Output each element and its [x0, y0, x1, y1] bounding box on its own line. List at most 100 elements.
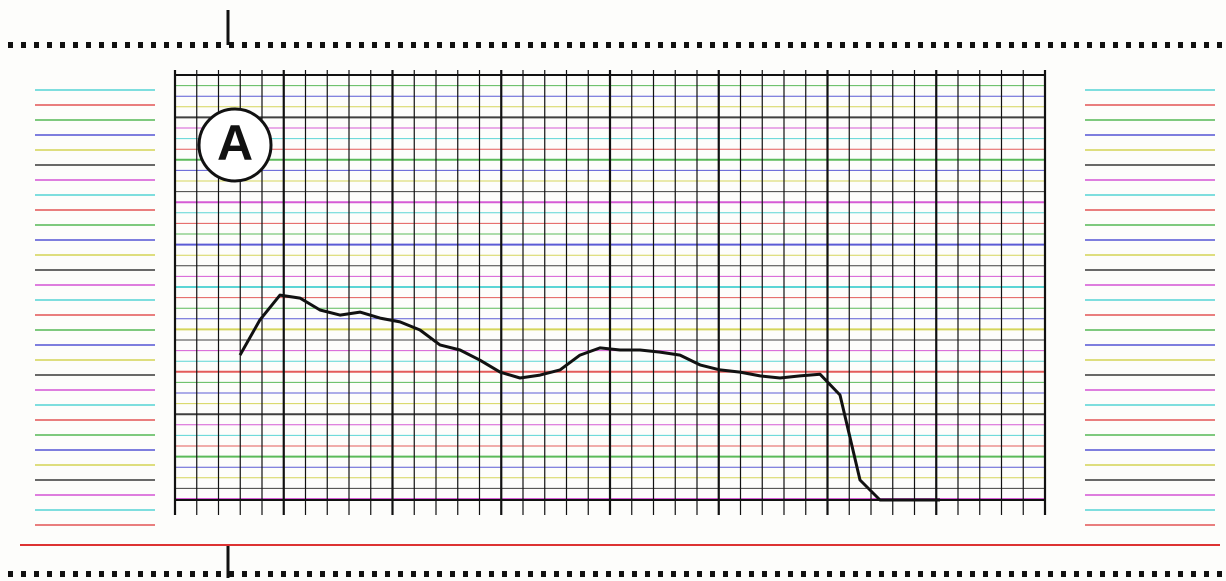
- sprocket-dot: [47, 571, 52, 577]
- sprocket-dot: [424, 42, 429, 48]
- sprocket-dot: [892, 42, 897, 48]
- sprocket-dot: [580, 42, 585, 48]
- sprocket-dot: [437, 42, 442, 48]
- sprocket-dot: [892, 571, 897, 577]
- sprocket-dot: [489, 571, 494, 577]
- sprocket-dot: [333, 571, 338, 577]
- sprocket-dot: [463, 571, 468, 577]
- sprocket-dot: [697, 42, 702, 48]
- sprocket-dot: [866, 42, 871, 48]
- sprocket-dot: [593, 42, 598, 48]
- sprocket-dot: [554, 42, 559, 48]
- sprocket-dot: [931, 42, 936, 48]
- sprocket-dot: [21, 571, 26, 577]
- sprocket-dot: [983, 42, 988, 48]
- sprocket-dot: [1074, 571, 1079, 577]
- sprocket-dot: [671, 571, 676, 577]
- sprocket-dot: [255, 42, 260, 48]
- sprocket-dot: [60, 571, 65, 577]
- sprocket-dot: [372, 571, 377, 577]
- sprocket-dot: [996, 42, 1001, 48]
- sprocket-dot: [762, 571, 767, 577]
- sprocket-dot: [1048, 42, 1053, 48]
- sprocket-dot: [840, 571, 845, 577]
- sprocket-dot: [879, 571, 884, 577]
- sprocket-dot: [99, 42, 104, 48]
- sprocket-dot: [905, 571, 910, 577]
- sprocket-dot: [164, 571, 169, 577]
- sprocket-dot: [749, 42, 754, 48]
- sprocket-dot: [385, 42, 390, 48]
- sprocket-dot: [580, 571, 585, 577]
- sprocket-dot: [775, 42, 780, 48]
- sprocket-dot: [944, 42, 949, 48]
- sprocket-dot: [723, 571, 728, 577]
- sprocket-dot: [1152, 571, 1157, 577]
- sprocket-dot: [918, 42, 923, 48]
- sprocket-dot: [73, 42, 78, 48]
- sprocket-dot: [606, 571, 611, 577]
- sprocket-dot: [177, 42, 182, 48]
- sprocket-dot: [866, 571, 871, 577]
- sprocket-dot: [1074, 42, 1079, 48]
- sprocket-dot: [1009, 42, 1014, 48]
- sprocket-dot: [619, 571, 624, 577]
- sprocket-dot: [970, 42, 975, 48]
- sprocket-dot: [411, 571, 416, 577]
- sprocket-dot: [1061, 42, 1066, 48]
- sprocket-dot: [307, 571, 312, 577]
- sprocket-dot: [710, 571, 715, 577]
- sprocket-dot: [541, 571, 546, 577]
- sprocket-dot: [450, 42, 455, 48]
- sprocket-dot: [632, 571, 637, 577]
- sprocket-dot: [1126, 571, 1131, 577]
- sprocket-dot: [1204, 571, 1209, 577]
- sprocket-dot: [736, 571, 741, 577]
- sprocket-dot: [1191, 571, 1196, 577]
- sprocket-dot: [372, 42, 377, 48]
- sprocket-dot: [710, 42, 715, 48]
- sprocket-dot: [957, 571, 962, 577]
- sprocket-dot: [320, 42, 325, 48]
- trace: [238, 293, 940, 502]
- sprocket-dot: [112, 571, 117, 577]
- sprocket-dot: [281, 42, 286, 48]
- sprocket-dot: [1113, 571, 1118, 577]
- sprocket-dot: [736, 42, 741, 48]
- sprocket-dot: [645, 42, 650, 48]
- sprocket-dot: [723, 42, 728, 48]
- sprocket-dot: [554, 571, 559, 577]
- sprocket-dot: [424, 571, 429, 577]
- sprocket-dot: [515, 571, 520, 577]
- sprocket-dot: [281, 571, 286, 577]
- sprocket-dot: [346, 42, 351, 48]
- sprocket-dot: [1009, 571, 1014, 577]
- sprocket-dot: [775, 571, 780, 577]
- sprocket-dot: [788, 42, 793, 48]
- sprocket-dot: [255, 571, 260, 577]
- sprocket-dot: [164, 42, 169, 48]
- sprocket-dot: [918, 571, 923, 577]
- sprocket-dot: [528, 42, 533, 48]
- sprocket-dot: [1100, 42, 1105, 48]
- sprocket-dot: [21, 42, 26, 48]
- sprocket-dot: [203, 42, 208, 48]
- sprocket-dot: [827, 571, 832, 577]
- sprocket-dot: [489, 42, 494, 48]
- sprocket-dot: [931, 571, 936, 577]
- sprocket-dot: [944, 571, 949, 577]
- sprocket-dot: [294, 571, 299, 577]
- sprocket-dot: [242, 42, 247, 48]
- sprocket-dot: [1217, 571, 1222, 577]
- sprocket-dot: [307, 42, 312, 48]
- plot-frame: [174, 74, 1046, 501]
- sprocket-dot: [671, 42, 676, 48]
- sprocket-dot: [502, 42, 507, 48]
- sprocket-dot: [1048, 571, 1053, 577]
- sprocket-dot: [645, 571, 650, 577]
- sprocket-dot: [476, 42, 481, 48]
- sprocket-dot: [567, 42, 572, 48]
- sprocket-dot: [1035, 571, 1040, 577]
